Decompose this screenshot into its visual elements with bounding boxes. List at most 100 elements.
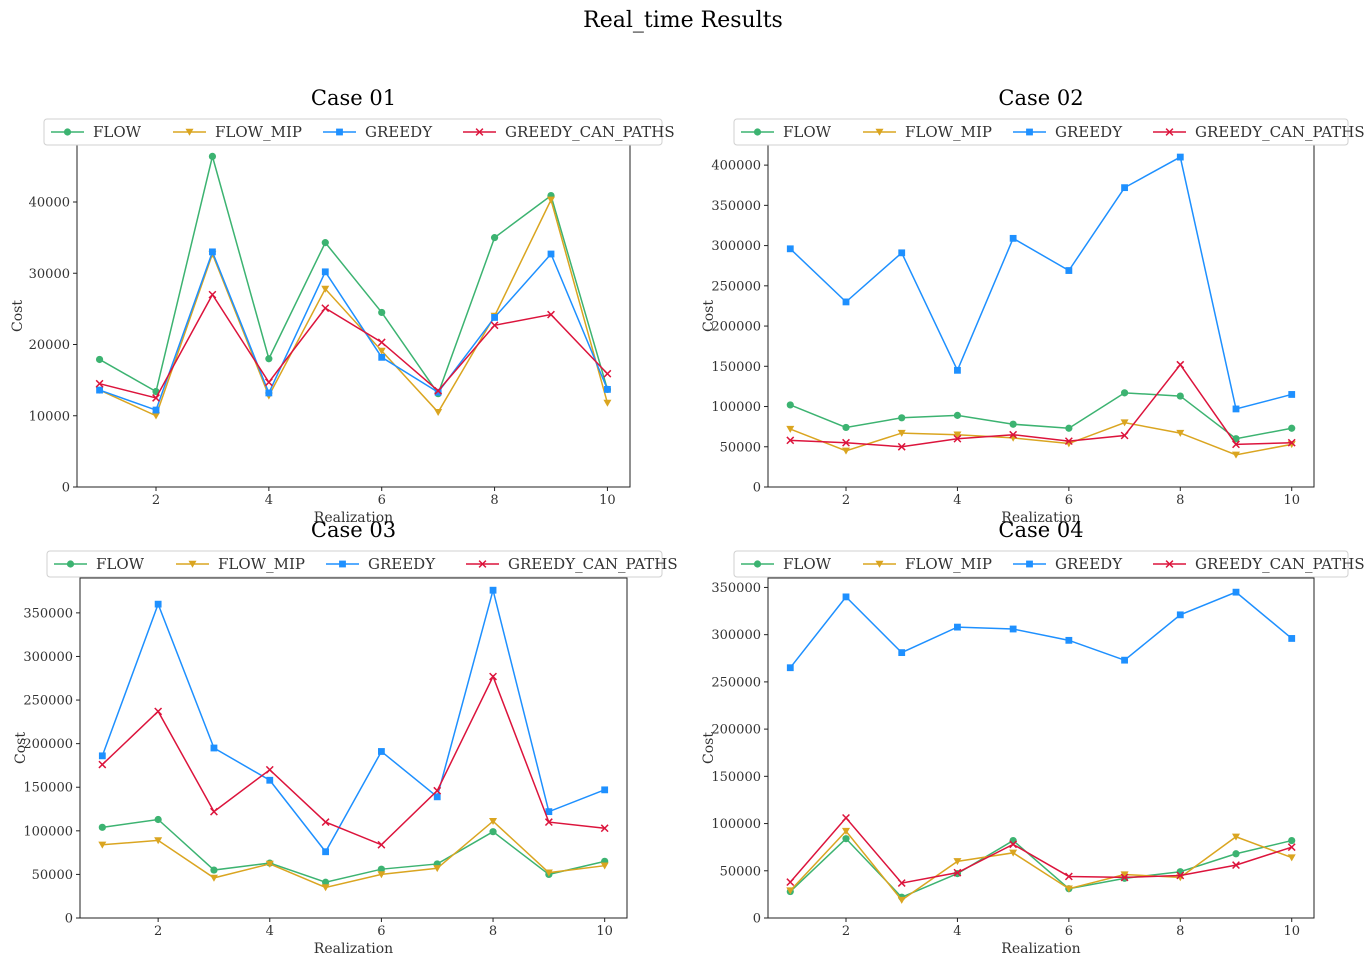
data-point xyxy=(842,813,850,822)
series-line xyxy=(102,820,605,889)
data-point xyxy=(953,858,962,866)
plot-frame xyxy=(79,577,628,919)
data-point xyxy=(321,884,330,892)
data-point xyxy=(210,866,218,874)
data-point xyxy=(265,765,274,774)
x-tick-label: 6 xyxy=(1065,924,1073,939)
data-point xyxy=(1064,872,1073,881)
series-flow-mip xyxy=(98,818,609,892)
data-point xyxy=(1232,861,1240,870)
x-tick-label: 8 xyxy=(1176,924,1184,939)
legend-label: FLOW_MIP xyxy=(218,555,305,573)
chart-panel-4: Case 04 2 4 6 8 10 0 50000 100000 150000 200000 250… xyxy=(701,518,1365,957)
data-point xyxy=(321,239,329,247)
panel-title: Case 03 xyxy=(311,518,396,542)
data-point xyxy=(897,879,906,887)
x-axis-label: Realization xyxy=(1001,941,1080,957)
y-tick-label: 0 xyxy=(65,912,73,927)
panel-title: Case 04 xyxy=(998,518,1083,542)
series-greedy-can-paths xyxy=(98,672,609,849)
y-axis-label: Cost xyxy=(701,732,717,764)
data-point xyxy=(1121,656,1128,664)
y-tick-label: 400000 xyxy=(711,159,761,174)
series-greedy xyxy=(786,153,1296,413)
data-point xyxy=(378,308,386,317)
data-point xyxy=(98,760,107,769)
data-point xyxy=(377,347,386,355)
chart-panel-2: Case 02 2 4 6 8 10 0 50000 100000 150000 200000 250… xyxy=(701,86,1365,526)
series-flow-mip xyxy=(786,827,1296,904)
data-point xyxy=(321,285,330,293)
data-point xyxy=(1232,451,1240,459)
data-point xyxy=(1176,429,1185,437)
data-point xyxy=(786,245,794,253)
legend-marker xyxy=(1165,128,1174,136)
legend: FLOW FLOW_MIP GREEDY GREEDY_CAN_PATHS xyxy=(43,118,675,146)
x-tick-label: 2 xyxy=(152,493,160,508)
y-tick-label: 40000 xyxy=(29,196,70,211)
y-tick-label: 150000 xyxy=(711,360,761,375)
series-flow-mip xyxy=(95,196,612,420)
series-line xyxy=(101,587,605,854)
data-point xyxy=(489,818,498,826)
y-tick-label: 0 xyxy=(62,481,70,496)
legend-marker xyxy=(753,560,762,568)
data-point xyxy=(1009,430,1018,439)
legend-marker xyxy=(188,560,197,568)
x-tick-label: 10 xyxy=(1283,924,1300,939)
data-point xyxy=(433,793,441,801)
data-point xyxy=(898,249,906,257)
data-point xyxy=(547,196,555,204)
legend-marker xyxy=(475,128,484,136)
data-point xyxy=(953,868,962,877)
data-point xyxy=(154,600,162,608)
series-greedy-can-paths xyxy=(95,290,612,402)
x-tick-label: 8 xyxy=(1176,493,1184,508)
data-point xyxy=(321,878,330,886)
data-point xyxy=(1176,153,1184,161)
y-axis-label: Cost xyxy=(10,300,26,332)
x-tick-label: 6 xyxy=(377,924,385,939)
data-point xyxy=(1176,611,1184,619)
series-line xyxy=(99,197,609,417)
data-point xyxy=(953,434,962,443)
data-point xyxy=(603,369,612,378)
legend-label: FLOW_MIP xyxy=(215,123,302,141)
data-point xyxy=(434,408,443,416)
data-point xyxy=(786,664,794,672)
y-tick-label: 250000 xyxy=(711,675,761,690)
y-tick-label: 300000 xyxy=(711,628,761,643)
data-point xyxy=(378,748,385,755)
data-point xyxy=(208,290,217,299)
legend-label: GREEDY_CAN_PATHS xyxy=(1195,555,1365,573)
data-point xyxy=(842,438,850,447)
data-point xyxy=(209,248,216,256)
data-point xyxy=(953,431,962,439)
legend: FLOW FLOW_MIP GREEDY GREEDY_CAN_PATHS xyxy=(733,550,1365,578)
data-point xyxy=(98,841,107,849)
data-point xyxy=(95,355,104,364)
data-point xyxy=(433,865,442,873)
legend-marker xyxy=(753,128,762,136)
data-point xyxy=(433,786,442,795)
y-tick-label: 50000 xyxy=(32,868,73,883)
series-line xyxy=(790,392,1292,440)
data-point xyxy=(897,429,906,437)
data-point xyxy=(842,298,850,306)
data-point xyxy=(490,321,499,330)
x-tick-label: 2 xyxy=(842,493,850,508)
series-greedy-can-paths xyxy=(786,360,1296,451)
data-point xyxy=(489,828,497,836)
plot-frame xyxy=(767,577,1315,919)
data-point xyxy=(1064,885,1073,893)
data-point xyxy=(208,152,217,160)
y-tick-label: 100000 xyxy=(23,824,73,839)
series-line xyxy=(99,293,608,399)
x-tick-label: 6 xyxy=(378,493,386,508)
panel-title: Case 01 xyxy=(311,86,396,110)
legend-marker xyxy=(1026,560,1033,568)
data-point xyxy=(1232,850,1240,858)
data-point xyxy=(154,815,162,824)
x-tick-label: 4 xyxy=(953,924,961,939)
legend-label: GREEDY xyxy=(1055,123,1123,141)
